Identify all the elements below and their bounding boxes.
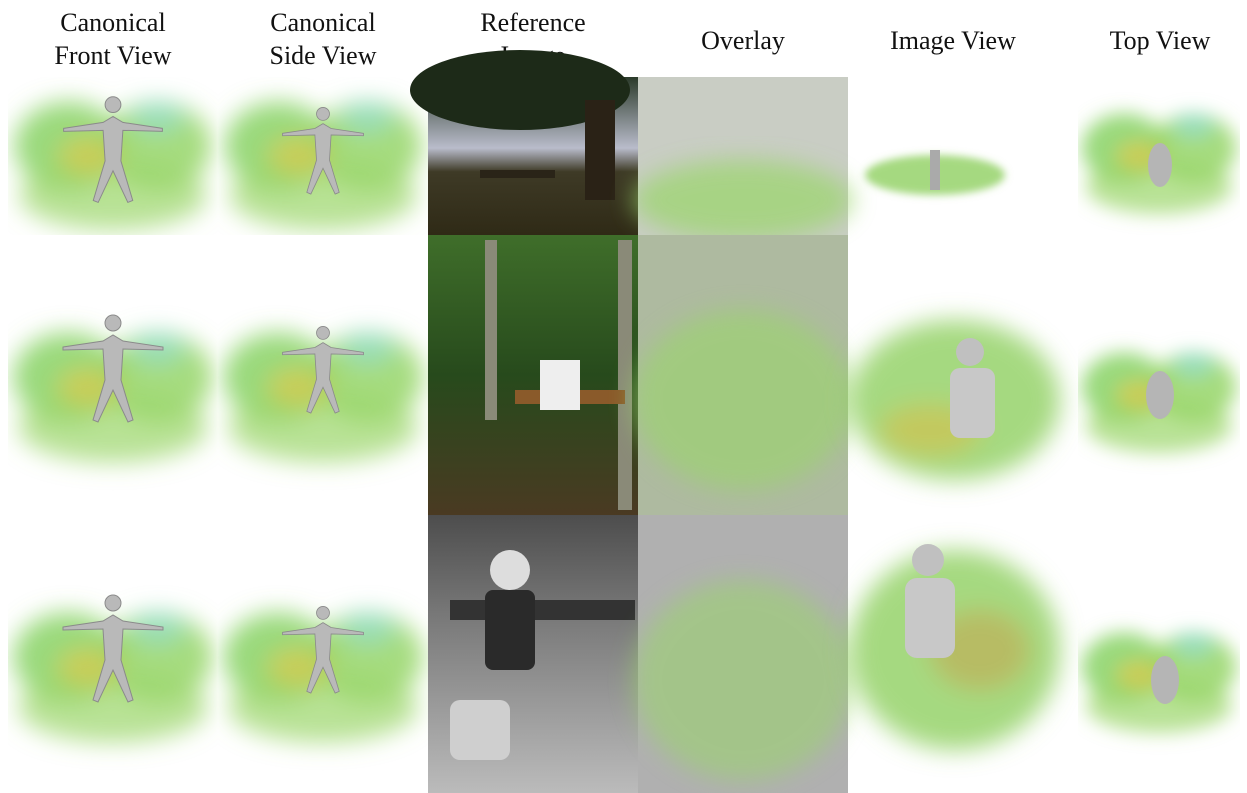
- overlay-blob: [633, 310, 853, 490]
- bag: [450, 700, 510, 760]
- column-header: Side View: [269, 41, 376, 70]
- person: [485, 590, 535, 670]
- column-header: Front View: [54, 41, 171, 70]
- person: [540, 360, 580, 410]
- person: [490, 550, 530, 590]
- overlay-blob: [633, 580, 853, 780]
- overlay-blob: [633, 160, 853, 240]
- body-mesh: [956, 338, 984, 366]
- column-header: Canonical: [60, 8, 165, 37]
- row-3: [13, 515, 1236, 793]
- body-mesh: [912, 544, 944, 576]
- column-header: Reference: [480, 8, 585, 37]
- tree-trunk: [585, 100, 615, 200]
- tree-canopy: [410, 50, 630, 130]
- column-header: Overlay: [701, 26, 785, 55]
- body-mesh: [1146, 371, 1174, 419]
- body-mesh: [1151, 656, 1179, 704]
- body-mesh: [1148, 143, 1172, 187]
- body-mesh: [905, 578, 955, 658]
- reference-image: [428, 235, 638, 515]
- column-headers: Canonical Front View Canonical Side View Ref…: [54, 8, 1210, 70]
- body-mesh: [950, 368, 995, 438]
- column-header: Top View: [1110, 26, 1211, 55]
- column-header: Image View: [890, 26, 1016, 55]
- tree-trunk: [485, 240, 497, 420]
- bench: [480, 170, 555, 178]
- bench: [450, 600, 635, 620]
- row-2: [13, 235, 1236, 515]
- column-header: Canonical: [270, 8, 375, 37]
- image-view-render: [850, 550, 1060, 750]
- tree-trunk: [618, 240, 632, 510]
- body-mesh: [930, 150, 940, 190]
- row-1: [14, 50, 1236, 240]
